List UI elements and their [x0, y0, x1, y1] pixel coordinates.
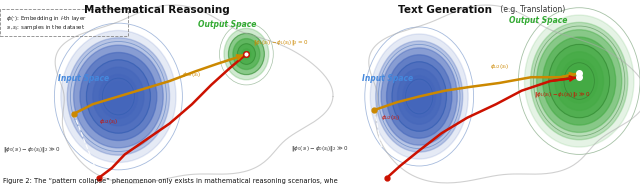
Ellipse shape: [370, 34, 468, 159]
Text: Input Space: Input Space: [58, 74, 109, 83]
Ellipse shape: [86, 60, 150, 133]
Text: Input Space: Input Space: [362, 74, 413, 83]
Ellipse shape: [408, 83, 430, 110]
Ellipse shape: [403, 76, 436, 117]
Ellipse shape: [242, 49, 251, 59]
Ellipse shape: [397, 69, 441, 124]
Ellipse shape: [392, 62, 447, 131]
Ellipse shape: [67, 38, 170, 155]
Ellipse shape: [573, 74, 586, 88]
Ellipse shape: [61, 30, 176, 163]
Text: (e.g. Translation): (e.g. Translation): [497, 5, 565, 14]
Text: $\phi_l(\cdot)$: Embedding in $l$-th layer: $\phi_l(\cdot)$: Embedding in $l$-th lay…: [6, 14, 87, 24]
Ellipse shape: [549, 44, 610, 118]
Text: $\phi_{L/2}(s_j)$: $\phi_{L/2}(s_j)$: [99, 118, 118, 128]
Ellipse shape: [387, 55, 452, 138]
Ellipse shape: [555, 52, 604, 110]
Text: $\|\phi_L(s_i)-\phi_L(s_j)\|_2=0$: $\|\phi_L(s_i)-\phi_L(s_j)\|_2=0$: [253, 38, 308, 48]
Text: Mathematical Reasoning: Mathematical Reasoning: [84, 5, 230, 15]
Ellipse shape: [537, 30, 622, 132]
Ellipse shape: [543, 37, 616, 125]
Text: Figure 2: The “pattern collapse” phenomenon only exists in mathematical reasonin: Figure 2: The “pattern collapse” phenome…: [3, 178, 338, 184]
Ellipse shape: [414, 90, 425, 103]
Text: $\|\phi_L(s_i)-\phi_L(s_j)\|_2\gg 0$: $\|\phi_L(s_i)-\phi_L(s_j)\|_2\gg 0$: [534, 91, 591, 100]
Text: $\phi_{L/2}(s_i)$: $\phi_{L/2}(s_i)$: [182, 71, 202, 79]
Ellipse shape: [74, 45, 163, 148]
Ellipse shape: [228, 33, 264, 75]
Ellipse shape: [106, 82, 131, 111]
Ellipse shape: [224, 28, 269, 80]
Text: Output Space: Output Space: [509, 16, 567, 25]
Ellipse shape: [233, 39, 260, 69]
Text: $\phi_{L/2}(s_i)$: $\phi_{L/2}(s_i)$: [490, 62, 509, 71]
Text: Output Space: Output Space: [198, 20, 257, 29]
Ellipse shape: [525, 15, 634, 147]
Ellipse shape: [376, 41, 463, 152]
Ellipse shape: [99, 74, 138, 119]
Ellipse shape: [237, 44, 255, 64]
Text: $\|\phi_0(s_i)-\phi_0(s_j)\|_2\gg 0$: $\|\phi_0(s_i)-\phi_0(s_j)\|_2\gg 0$: [291, 145, 348, 154]
Ellipse shape: [531, 22, 628, 140]
Ellipse shape: [93, 67, 144, 126]
Text: Text Generation: Text Generation: [398, 5, 492, 15]
Ellipse shape: [80, 52, 157, 141]
Text: $\phi_{L/2}(s_j)$: $\phi_{L/2}(s_j)$: [381, 113, 400, 124]
Ellipse shape: [381, 48, 458, 145]
Ellipse shape: [567, 66, 591, 96]
Ellipse shape: [561, 59, 598, 103]
Ellipse shape: [112, 89, 125, 104]
Text: $s_i, s_j$: samples in the dataset: $s_i, s_j$: samples in the dataset: [6, 24, 86, 34]
Text: $\|\phi_0(s_i)-\phi_0(s_j)\|_2\gg 0$: $\|\phi_0(s_i)-\phi_0(s_j)\|_2\gg 0$: [3, 146, 60, 155]
